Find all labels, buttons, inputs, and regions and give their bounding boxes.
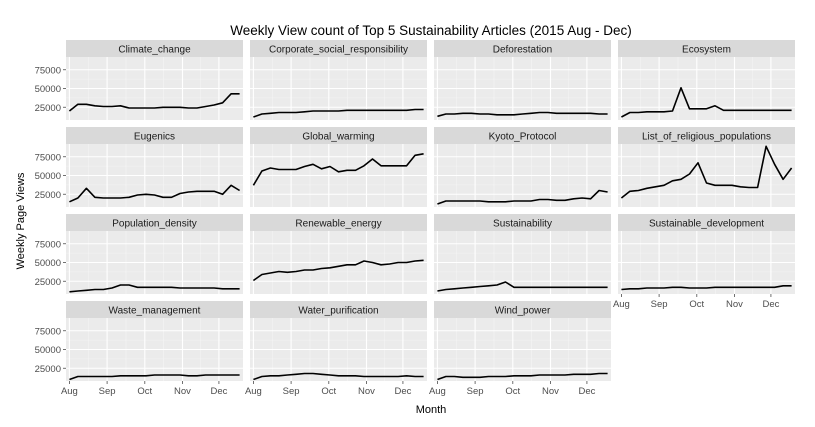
facet-strip xyxy=(250,214,427,231)
facet-strip xyxy=(66,40,243,57)
facet-strip xyxy=(434,214,611,231)
facet-strip-label: Deforestation xyxy=(493,45,552,56)
series-line xyxy=(437,372,608,381)
x-tick-label: Nov xyxy=(726,299,743,310)
facet-strip-label: Sustainability xyxy=(493,219,552,230)
facet-strip xyxy=(66,127,243,144)
chart-title: Weekly View count of Top 5 Sustainabilit… xyxy=(230,23,631,38)
x-tick-label: Sep xyxy=(467,386,484,397)
facet-strip-label: Global_warming xyxy=(302,132,374,143)
x-tick-label: Aug xyxy=(245,386,262,397)
x-tick-label: Oct xyxy=(321,386,336,397)
facet-strip-label: Corporate_social_responsibility xyxy=(269,45,408,56)
facet-panel: Corporate_social_responsibility xyxy=(250,40,427,120)
y-tick-label: 75000 xyxy=(35,239,61,250)
series-line xyxy=(69,184,241,203)
series-line xyxy=(253,372,424,381)
facet-panel: Climate_change 25000 50000 75000 xyxy=(35,40,243,120)
x-tick-label: Sep xyxy=(651,299,668,310)
y-axis-title: Weekly Page Views xyxy=(15,172,27,269)
x-tick-label: Dec xyxy=(578,386,595,397)
facet-strip-label: Climate_change xyxy=(118,45,191,56)
y-tick-label: 25000 xyxy=(35,277,61,288)
series-line xyxy=(68,93,240,112)
facet-strip-label: Population_density xyxy=(112,219,197,230)
y-tick-label: 25000 xyxy=(35,190,61,201)
facet-strip-label: Waste_management xyxy=(109,306,201,317)
facet-panel: Ecosystem xyxy=(618,40,795,120)
series-line xyxy=(252,259,424,282)
x-tick-label: Aug xyxy=(429,386,446,397)
x-tick-label: Dec xyxy=(394,386,411,397)
series-line xyxy=(252,153,424,186)
y-tick-label: 50000 xyxy=(35,84,61,95)
facet-strip xyxy=(618,127,795,144)
facet-panel: Sustainability xyxy=(434,214,611,294)
facet-strip-label: Ecosystem xyxy=(682,45,731,56)
facet-strip-label: Renewable_energy xyxy=(295,219,381,230)
x-tick-label: Oct xyxy=(689,299,704,310)
facet-grid: Climate_change 25000 50000 75000 Corporate_s… xyxy=(35,40,795,397)
x-tick-label: Oct xyxy=(137,386,152,397)
facet-strip xyxy=(250,127,427,144)
series-line xyxy=(253,108,424,118)
x-tick-label: Sep xyxy=(283,386,300,397)
series-line xyxy=(69,284,240,293)
facet-panel: Deforestation xyxy=(434,40,611,120)
facet-strip xyxy=(618,40,795,57)
facet-strip-label: Sustainable_development xyxy=(649,219,764,230)
facet-panel: Wind_power Aug Sep Oct Nov Dec xyxy=(429,301,611,397)
facet-strip xyxy=(66,301,243,318)
y-tick-label: 75000 xyxy=(35,65,61,76)
facet-panel: Renewable_energy xyxy=(250,214,427,294)
facet-strip-label: Eugenics xyxy=(134,132,175,143)
facet-panel: Population_density 25000 50000 75000 xyxy=(35,214,243,294)
y-tick-label: 25000 xyxy=(35,364,61,375)
facet-strip xyxy=(250,40,427,57)
x-tick-label: Dec xyxy=(762,299,779,310)
facet-strip-label: Water_purification xyxy=(298,306,378,317)
series-line xyxy=(69,374,240,381)
y-tick-label: 50000 xyxy=(35,258,61,269)
facet-strip xyxy=(434,40,611,57)
series-line xyxy=(437,189,608,205)
facet-strip-label: Kyoto_Protocol xyxy=(489,132,557,143)
facet-panel: Waste_management 25000 50000 75000 Aug Sep Oct… xyxy=(35,301,243,397)
x-tick-label: Sep xyxy=(99,386,116,397)
facet-strip xyxy=(434,127,611,144)
series-line xyxy=(437,281,608,292)
x-tick-label: Dec xyxy=(210,386,227,397)
facet-panel: Water_purification Aug Sep Oct Nov Dec xyxy=(245,301,427,397)
x-tick-label: Nov xyxy=(542,386,559,397)
facet-strip xyxy=(434,301,611,318)
series-line xyxy=(437,111,608,118)
facet-panel: Kyoto_Protocol xyxy=(434,127,611,207)
series-line xyxy=(621,284,792,291)
y-tick-label: 25000 xyxy=(35,103,61,114)
x-tick-label: Nov xyxy=(174,386,191,397)
facet-strip-label: Wind_power xyxy=(495,306,551,317)
facet-panel: Eugenics 25000 50000 75000 xyxy=(35,127,243,207)
y-tick-label: 50000 xyxy=(35,171,61,182)
facet-panel: List_of_religious_populations xyxy=(618,127,795,207)
x-tick-label: Nov xyxy=(358,386,375,397)
series-line xyxy=(620,145,793,199)
x-tick-label: Aug xyxy=(613,299,630,310)
facet-strip xyxy=(618,214,795,231)
y-tick-label: 75000 xyxy=(35,152,61,163)
x-axis-title: Month xyxy=(416,404,447,416)
facet-strip-label: List_of_religious_populations xyxy=(642,132,771,143)
facet-panel: Sustainable_development Aug Sep Oct Nov Dec xyxy=(613,214,795,310)
facet-strip xyxy=(250,301,427,318)
x-tick-label: Aug xyxy=(61,386,78,397)
facet-panel: Global_warming xyxy=(250,127,427,207)
y-tick-label: 75000 xyxy=(35,326,61,337)
series-line xyxy=(621,87,792,118)
facet-strip xyxy=(66,214,243,231)
x-tick-label: Oct xyxy=(505,386,520,397)
y-tick-label: 50000 xyxy=(35,345,61,356)
